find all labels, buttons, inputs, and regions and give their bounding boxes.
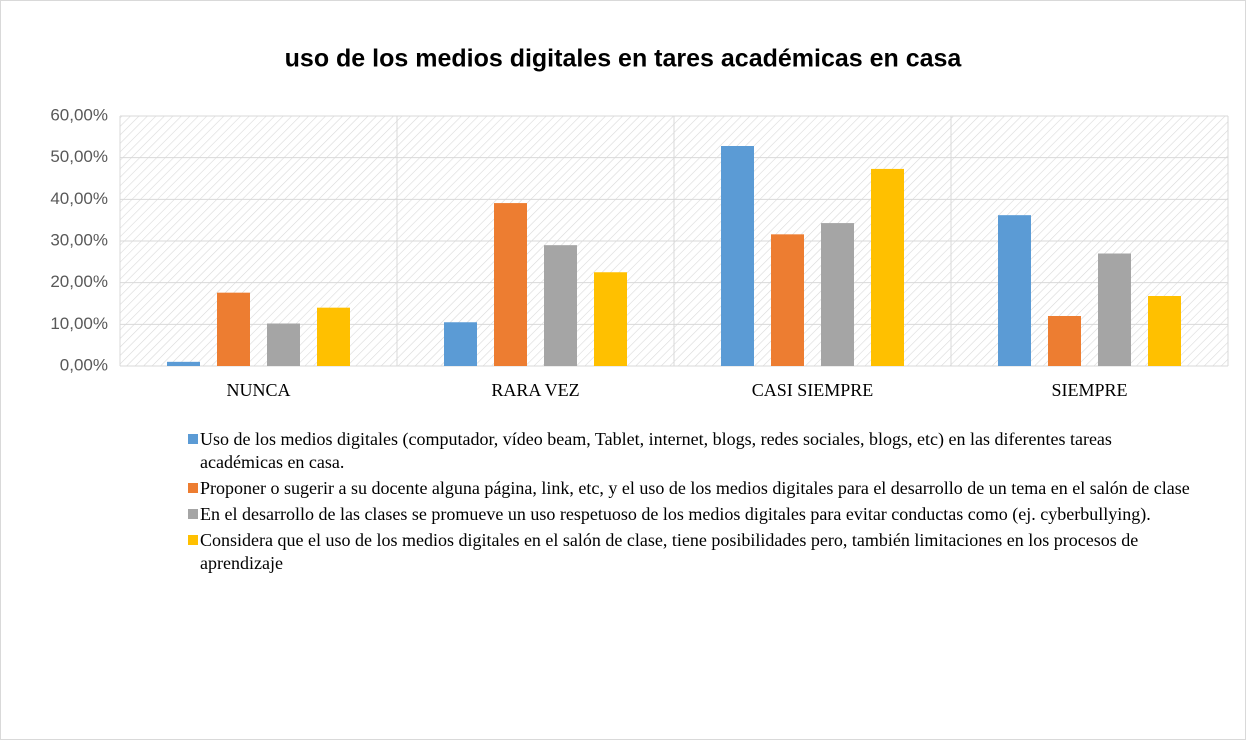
x-tick-label: NUNCA <box>226 380 290 400</box>
bar <box>317 307 350 366</box>
legend-label: Uso de los medios digitales (computador,… <box>200 429 1112 472</box>
bar <box>494 203 527 366</box>
x-tick-label: SIEMPRE <box>1051 380 1127 400</box>
y-tick-label: 40,00% <box>50 189 108 208</box>
bar <box>217 292 250 366</box>
legend-item: En el desarrollo de las clases se promue… <box>188 503 1198 526</box>
legend-item: Considera que el uso de los medios digit… <box>188 529 1198 575</box>
legend-swatch <box>188 535 198 545</box>
bar <box>167 361 200 366</box>
bar <box>544 245 577 366</box>
bar <box>267 323 300 366</box>
y-tick-label: 30,00% <box>50 230 108 249</box>
bar <box>1148 296 1181 366</box>
y-tick-label: 0,00% <box>60 355 108 374</box>
legend-label: En el desarrollo de las clases se promue… <box>200 504 1151 524</box>
x-tick-label: RARA VEZ <box>491 380 579 400</box>
chart-title: uso de los medios digitales en tares aca… <box>285 45 963 73</box>
bar <box>1048 316 1081 366</box>
legend-label: Proponer o sugerir a su docente alguna p… <box>200 478 1190 498</box>
bar <box>1098 253 1131 366</box>
legend-label: Considera que el uso de los medios digit… <box>200 530 1139 573</box>
legend-swatch <box>188 434 198 444</box>
x-tick-label: CASI SIEMPRE <box>752 380 874 400</box>
bar <box>998 215 1031 366</box>
legend-swatch <box>188 509 198 519</box>
y-tick-label: 10,00% <box>50 314 108 333</box>
legend-swatch <box>188 483 198 493</box>
bar <box>594 272 627 366</box>
bar <box>771 234 804 366</box>
bar <box>721 146 754 366</box>
legend-item: Proponer o sugerir a su docente alguna p… <box>188 477 1198 500</box>
bar <box>871 168 904 366</box>
bar <box>444 322 477 366</box>
legend-item: Uso de los medios digitales (computador,… <box>188 428 1198 474</box>
y-tick-label: 20,00% <box>50 272 108 291</box>
legend: Uso de los medios digitales (computador,… <box>188 428 1198 578</box>
y-tick-label: 60,00% <box>50 105 108 124</box>
bar <box>821 223 854 366</box>
y-tick-label: 50,00% <box>50 147 108 166</box>
